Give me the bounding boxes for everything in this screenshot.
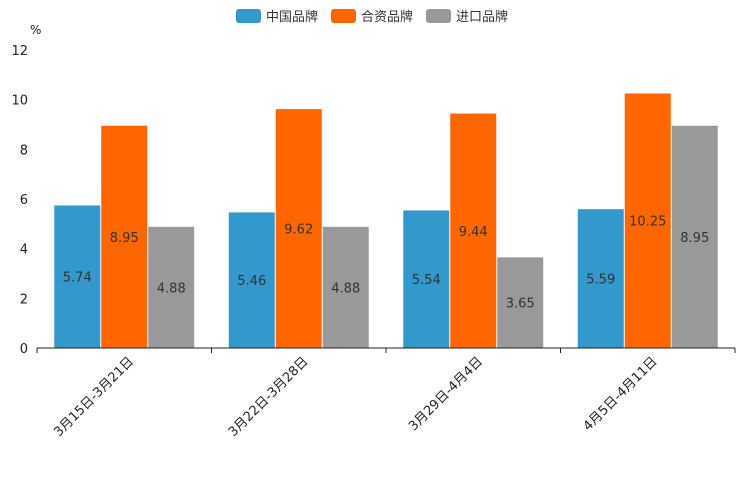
bar-2-1[interactable] (101, 125, 148, 348)
bar-1-2[interactable] (228, 212, 275, 348)
x-category-label: 3月15日-3月21日 (51, 354, 137, 440)
data-label: 5.74 (63, 271, 92, 286)
legend-swatch-1[interactable] (236, 9, 261, 23)
bar-2-3[interactable] (450, 113, 497, 348)
x-category-label: 4月5日-4月11日 (581, 354, 661, 434)
y-tick-label: 12 (11, 44, 28, 59)
data-label: 5.59 (586, 273, 615, 288)
legend-label-2[interactable]: 合资品牌 (361, 9, 413, 25)
y-axis-unit-label: % (30, 23, 41, 37)
bar-3-4[interactable] (671, 125, 718, 348)
bar-1-4[interactable] (577, 209, 624, 348)
bar-3-1[interactable] (148, 226, 195, 348)
data-label: 8.95 (680, 231, 709, 246)
data-label: 4.88 (331, 281, 360, 296)
data-labels: 5.74 8.95 4.88 5.46 9.62 4.88 5.54 9.44 3.65 5.59… (63, 215, 709, 312)
data-label: 9.44 (459, 225, 488, 240)
legend-swatch-2[interactable] (331, 9, 356, 23)
data-label: 10.25 (629, 215, 666, 230)
bar-1-1[interactable] (54, 205, 101, 348)
bar-1-3[interactable] (403, 210, 450, 348)
y-tick-label: 4 (20, 243, 28, 258)
y-tick-label: 10 (11, 94, 28, 109)
data-label: 9.62 (284, 223, 313, 238)
bars (54, 93, 718, 348)
data-label: 4.88 (157, 281, 186, 296)
legend: 中国品牌 合资品牌 进口品牌 (236, 9, 508, 25)
x-category-label: 3月29日-4月4日 (406, 354, 486, 434)
data-label: 5.54 (412, 273, 441, 288)
legend-swatch-3[interactable] (426, 9, 451, 23)
y-tick-label: 8 (20, 143, 28, 158)
x-axis: 3月15日-3月21日 3月22日-3月28日 3月29日-4月4日 4月5日-4月1… (36, 347, 736, 440)
bar-2-4[interactable] (624, 93, 671, 348)
y-tick-label: 2 (20, 292, 28, 307)
x-category-label: 3月22日-3月28日 (226, 354, 312, 440)
bar-3-2[interactable] (322, 226, 369, 348)
y-tick-label: 6 (20, 193, 28, 208)
data-label: 5.46 (237, 274, 266, 289)
y-tick-label: 0 (20, 342, 28, 357)
legend-label-3[interactable]: 进口品牌 (456, 9, 508, 25)
bar-3-3[interactable] (497, 257, 544, 348)
data-label: 8.95 (110, 231, 139, 246)
data-label: 3.65 (506, 297, 535, 312)
bar-2-2[interactable] (275, 109, 322, 348)
y-axis: 0 2 4 6 8 10 12 (11, 44, 28, 357)
legend-label-1[interactable]: 中国品牌 (266, 9, 318, 25)
